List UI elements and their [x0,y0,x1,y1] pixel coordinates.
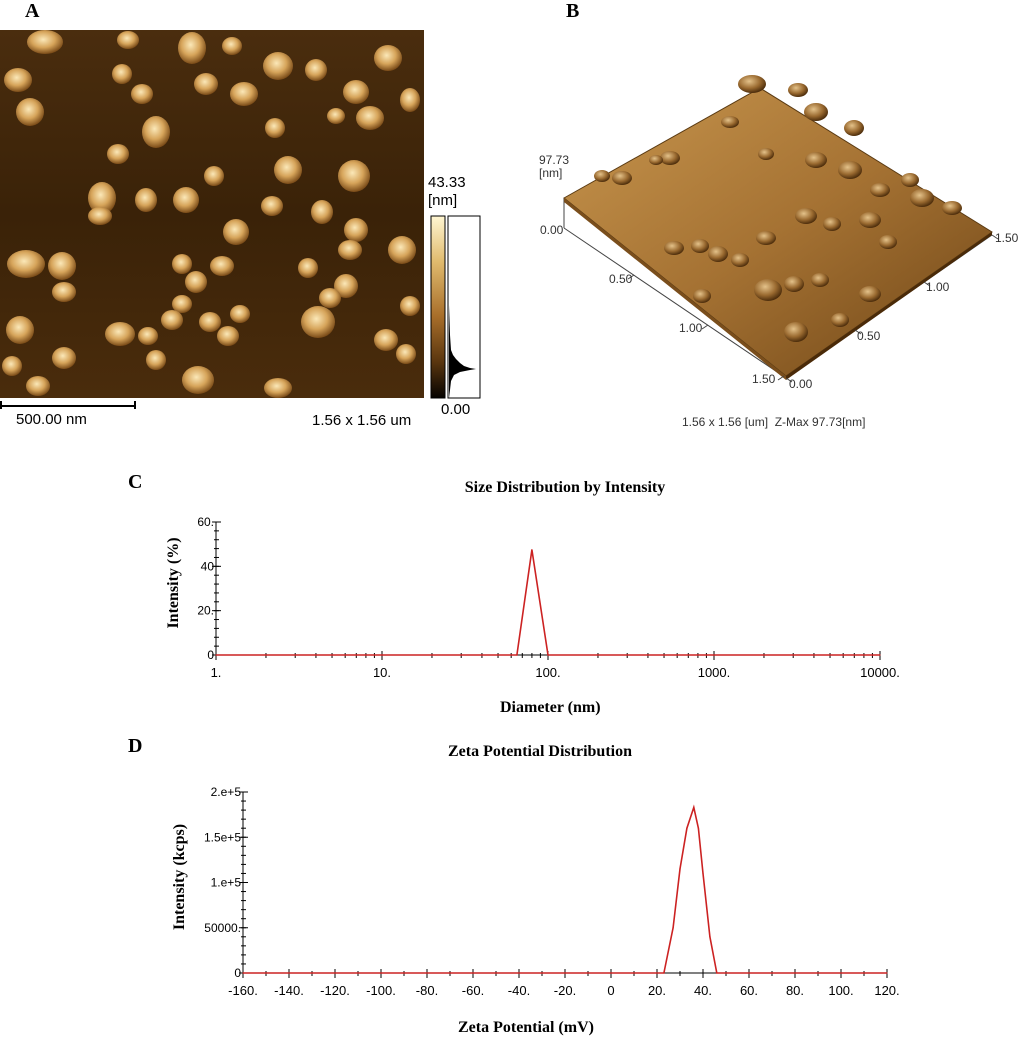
series-point [716,972,718,974]
series-point [686,827,688,829]
chart-c-plot: 1. 10. 100. 1000. 10000. 0 20. 40 60. [197,515,900,680]
x-tick-label: 20. [648,983,666,998]
chart-c-xlabel: Diameter (nm) [500,699,601,716]
surface-caption: 1.56 x 1.56 [um] Z-Max 97.73[nm] [682,415,866,429]
right-axis-tick-1: 0.00 [789,377,813,391]
x-tick-label: 40. [694,983,712,998]
colorbar-unit-label: [nm] [428,192,458,209]
panel-c-letter: C [128,471,143,493]
z-axis-unit: [nm] [539,166,563,180]
x-tick-label: -60. [462,983,484,998]
series-point [709,936,711,938]
z-axis-zero: 0.00 [540,223,564,237]
series-point [516,654,518,656]
chart-c-title: Size Distribution by Intensity [464,479,666,496]
x-tick-label: 1000. [698,665,731,680]
x-tick-label: 100. [828,983,853,998]
panel-b-letter: B [566,0,580,22]
y-tick-label: 40 [201,559,215,573]
y-tick-label: 60. [197,515,214,529]
x-tick-label: -140. [274,983,304,998]
y-tick-label: 0 [207,648,214,662]
right-axis-tick-2: 0.50 [857,329,881,343]
x-tick-label: 80. [786,983,804,998]
series-line [243,804,887,974]
series-point [697,827,700,829]
afm-3d-surface [563,75,999,383]
panel-d-letter: D [128,735,143,757]
chart-d-title: Zeta Potential Distribution [448,743,632,760]
x-tick-label: 0 [607,983,614,998]
series-point [672,927,674,929]
afm-topography-image [0,30,424,398]
y-tick-label: 1.e+5 [211,876,242,890]
left-axis-tick-3: 1.50 [752,372,776,386]
scan-size-label: 1.56 x 1.56 um [312,412,412,429]
x-tick-label: -20. [554,983,576,998]
x-tick-label: -100. [366,983,396,998]
scale-bar-label: 500.00 nm [16,411,87,428]
series-point [693,806,695,808]
y-tick-label: 20. [197,604,214,618]
y-tick-label: 1.5e+5 [204,830,241,844]
right-axis-tick-4: 1.50 [995,231,1019,245]
x-tick-label: 1. [211,665,222,680]
colorbar-max-label: 43.33 [428,174,466,191]
series-point [215,654,217,656]
y-tick-label: 2.e+5 [211,785,242,799]
series-point [547,654,549,656]
colorbar-min-label: 0.00 [441,401,471,418]
x-tick-label: -160. [228,983,258,998]
left-axis-tick-1: 0.50 [609,272,633,286]
chart-d-plot: -160. -140. -120. -100. -80. -60. -40. -20. 0 20.… [204,785,900,998]
scale-bar [0,401,136,409]
series-point [531,549,533,551]
series-point [679,868,681,870]
x-tick-label: 10. [373,665,391,680]
series-point [702,872,704,874]
series-point [879,654,881,656]
x-tick-label: -120. [320,983,350,998]
right-axis-tick-3: 1.00 [926,280,950,294]
z-axis-value: 97.73 [539,153,570,167]
series-point [663,972,665,974]
x-tick-label: 10000. [860,665,900,680]
y-tick-label: 0 [234,966,241,980]
series-point [886,972,888,974]
x-tick-label: 120. [874,983,899,998]
x-tick-label: -80. [416,983,438,998]
x-tick-label: 60. [740,983,758,998]
series-line [216,549,880,656]
series-point [242,972,244,974]
x-tick-label: 100. [535,665,560,680]
x-tick-label: -40. [508,983,530,998]
chart-d-xlabel: Zeta Potential (mV) [458,1019,594,1036]
y-tick-label: 50000. [204,921,241,935]
panel-a-letter: A [25,0,40,22]
left-axis-tick-2: 1.00 [679,321,703,335]
colorbar-with-histogram [430,215,481,399]
